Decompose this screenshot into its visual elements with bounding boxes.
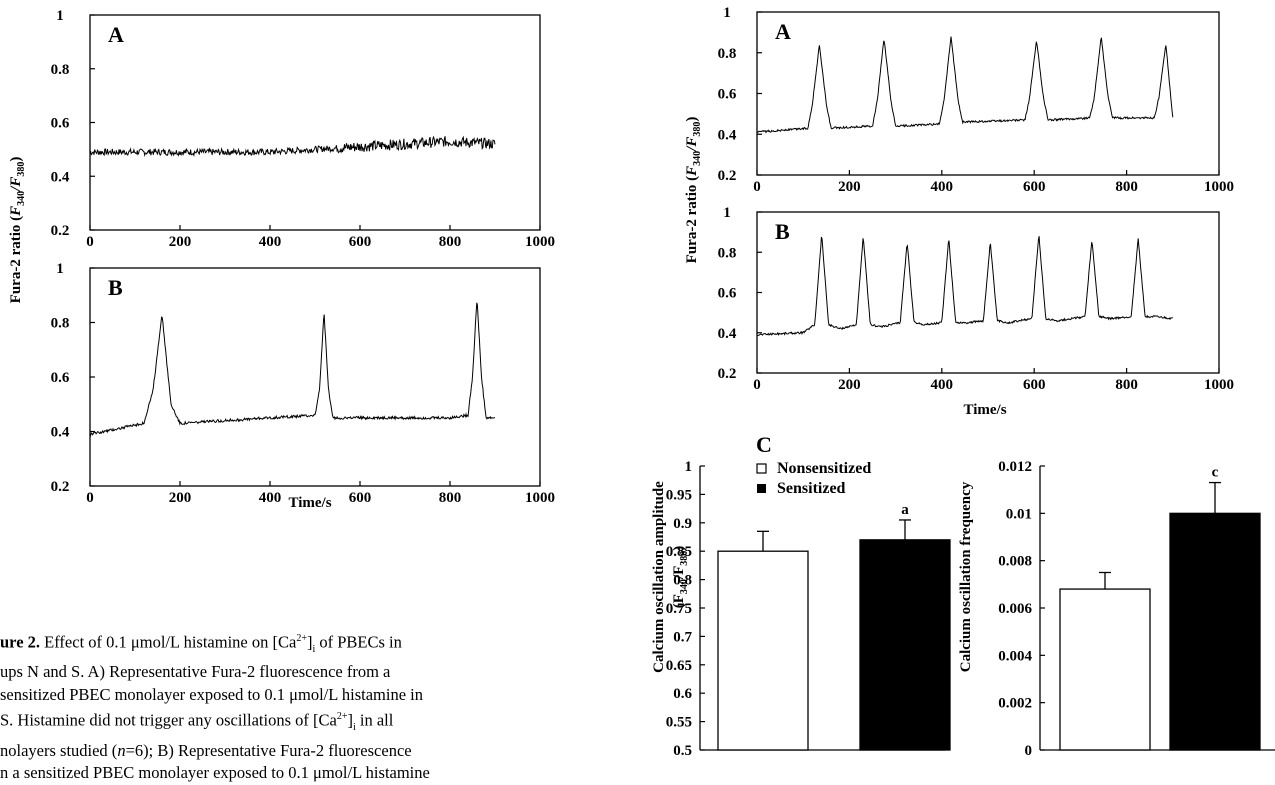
right-A-series-line — [756, 36, 1174, 134]
right-A-y-tick-label: 0.8 — [718, 46, 737, 62]
right-B-series-line — [756, 236, 1173, 337]
left-B-y-tick-label: 0.2 — [51, 479, 70, 495]
legend-nonsensitized-label: Nonsensitized — [777, 460, 871, 477]
right-B-y-tick-label: 0.8 — [718, 245, 737, 261]
caption-line-4: S. Histamine did not trigger any oscilla… — [0, 710, 394, 734]
caption-line-1: ure 2. Effect of 0.1 μmol/L histamine on… — [0, 632, 402, 655]
right-A-x-tick-label: 400 — [931, 179, 954, 195]
left-A-y-tick-label: 0.6 — [51, 116, 70, 132]
right-A-x-tick-label: 800 — [1115, 179, 1138, 195]
right-C-amplitude-y-tick-label: 0.55 — [666, 715, 692, 731]
right-x-axis-label: Time/s — [963, 402, 1006, 418]
right-C-amplitude-y-tick-label: 0.7 — [673, 629, 692, 645]
figure-caption: ure 2. Effect of 0.1 μmol/L histamine on… — [0, 628, 500, 785]
left-B-y-tick-label: 0.4 — [51, 425, 70, 441]
left-B-x-tick-label: 600 — [349, 490, 372, 506]
right-C-amplitude-y-tick-label: 0.5 — [673, 743, 692, 759]
right-B-y-tick-label: 0.2 — [718, 366, 737, 382]
right-C-amplitude-significance-label: a — [901, 502, 909, 518]
right-B-x-tick-label: 0 — [753, 377, 761, 393]
caption-line-5: nolayers studied (n=6); B) Representativ… — [0, 740, 412, 760]
left-A-y-tick-label: 0.4 — [51, 169, 70, 185]
left-A-x-tick-label: 200 — [169, 234, 192, 250]
right-C-amplitude-y-tick-label: 0.8 — [673, 573, 692, 589]
amplitude-y-axis-units: (F340/F380) — [671, 546, 690, 609]
right-C-amplitude-y-tick-label: 0.6 — [673, 686, 692, 702]
legend-sensitized-swatch — [757, 484, 766, 493]
right-C-amplitude-y-tick-label: 0.95 — [666, 487, 692, 503]
right-C-frequency-y-tick-label: 0 — [1025, 743, 1033, 759]
left-x-axis-label: Time/s — [288, 495, 331, 511]
right-B-panel-letter: B — [775, 219, 790, 244]
right-A-y-tick-label: 0.2 — [718, 168, 737, 184]
right-C-frequency-y-tick-label: 0.012 — [998, 459, 1032, 475]
left-B-y-tick-label: 0.8 — [51, 316, 70, 332]
right-A-y-tick-label: 0.4 — [718, 127, 737, 143]
right-B-x-tick-label: 1000 — [1204, 377, 1234, 393]
left-A-x-tick-label: 800 — [439, 234, 462, 250]
left-A-x-tick-label: 0 — [86, 234, 94, 250]
caption-line-2: ups N and S. A) Representative Fura-2 fl… — [0, 662, 391, 682]
right-C-frequency-y-tick-label: 0.01 — [1006, 506, 1032, 522]
right-C-frequency-bar-nonsensitized — [1059, 588, 1151, 751]
right-C-frequency-y-tick-label: 0.004 — [998, 648, 1032, 664]
left-A-y-tick-label: 0.2 — [51, 223, 70, 239]
left-B-x-tick-label: 200 — [169, 490, 192, 506]
right-B-x-tick-label: 200 — [838, 377, 861, 393]
right-C-frequency-bar-sensitized — [1169, 512, 1261, 751]
right-B-y-tick-label: 0.4 — [718, 326, 737, 342]
right-C-amplitude-y-tick-label: 0.75 — [666, 601, 692, 617]
right-y-axis-label: Fura-2 ratio (F340/F380) — [684, 117, 703, 264]
right-C-amplitude-y-tick-label: 1 — [685, 459, 693, 475]
left-A-x-tick-label: 1000 — [525, 234, 555, 250]
right-C-frequency-y-tick-label: 0.006 — [998, 601, 1032, 617]
figure-canvas: Fura-2 ratio (F340/F380) Fura-2 ratio (F… — [8, 5, 1275, 759]
right-C-amplitude-bar-sensitized — [859, 539, 951, 751]
right-A-x-tick-label: 0 — [753, 179, 761, 195]
right-C-amplitude-y-tick-label: 0.9 — [673, 516, 692, 532]
left-B-y-tick-label: 0.6 — [51, 370, 70, 386]
right-B-y-tick-label: 0.6 — [718, 286, 737, 302]
left-B-panel-letter: B — [108, 275, 123, 300]
left-A-y-tick-label: 0.8 — [51, 62, 70, 78]
frequency-y-axis-label: Calcium oscillation frequency — [958, 481, 974, 672]
left-A-plot-frame — [89, 14, 541, 231]
left-A-y-tick-label: 1 — [56, 8, 64, 24]
left-B-x-tick-label: 800 — [439, 490, 462, 506]
right-C-amplitude-panel-letter: C — [756, 432, 772, 457]
caption-line-6: n a sensitized PBEC monolayer exposed to… — [0, 763, 430, 783]
right-A-y-tick-label: 0.6 — [718, 87, 737, 103]
right-B-y-tick-label: 1 — [723, 205, 731, 221]
left-A-x-tick-label: 600 — [349, 234, 372, 250]
amplitude-y-axis-label: Calcium oscillation amplitude — [651, 481, 667, 673]
right-A-x-tick-label: 600 — [1023, 179, 1046, 195]
right-B-x-tick-label: 600 — [1023, 377, 1046, 393]
right-A-plot-frame — [756, 11, 1220, 176]
right-C-amplitude-bar-nonsensitized — [717, 550, 809, 751]
right-B-x-tick-label: 400 — [931, 377, 954, 393]
left-A-x-tick-label: 400 — [259, 234, 282, 250]
legend-nonsensitized-swatch — [756, 463, 767, 474]
left-B-x-tick-label: 400 — [259, 490, 282, 506]
right-A-y-tick-label: 1 — [723, 5, 731, 21]
right-C-frequency-significance-label: c — [1212, 465, 1219, 481]
caption-line-3: sensitized PBEC monolayer exposed to 0.1… — [0, 684, 423, 704]
right-B-x-tick-label: 800 — [1115, 377, 1138, 393]
legend-sensitized-label: Sensitized — [777, 480, 846, 497]
left-B-x-tick-label: 1000 — [525, 490, 555, 506]
right-A-x-tick-label: 1000 — [1204, 179, 1234, 195]
right-A-x-tick-label: 200 — [838, 179, 861, 195]
left-A-panel-letter: A — [108, 22, 124, 47]
left-y-axis-label: Fura-2 ratio (F340/F380) — [8, 157, 27, 304]
right-C-amplitude-y-tick-label: 0.85 — [666, 544, 692, 560]
left-B-y-tick-label: 1 — [56, 261, 64, 277]
left-A-series-line — [89, 135, 496, 158]
right-C-amplitude-y-tick-label: 0.65 — [666, 658, 692, 674]
left-B-series-line — [89, 302, 496, 437]
right-C-frequency-y-tick-label: 0.002 — [998, 696, 1032, 712]
right-A-panel-letter: A — [775, 19, 791, 44]
right-C-frequency-y-tick-label: 0.008 — [998, 554, 1032, 570]
left-B-x-tick-label: 0 — [86, 490, 94, 506]
